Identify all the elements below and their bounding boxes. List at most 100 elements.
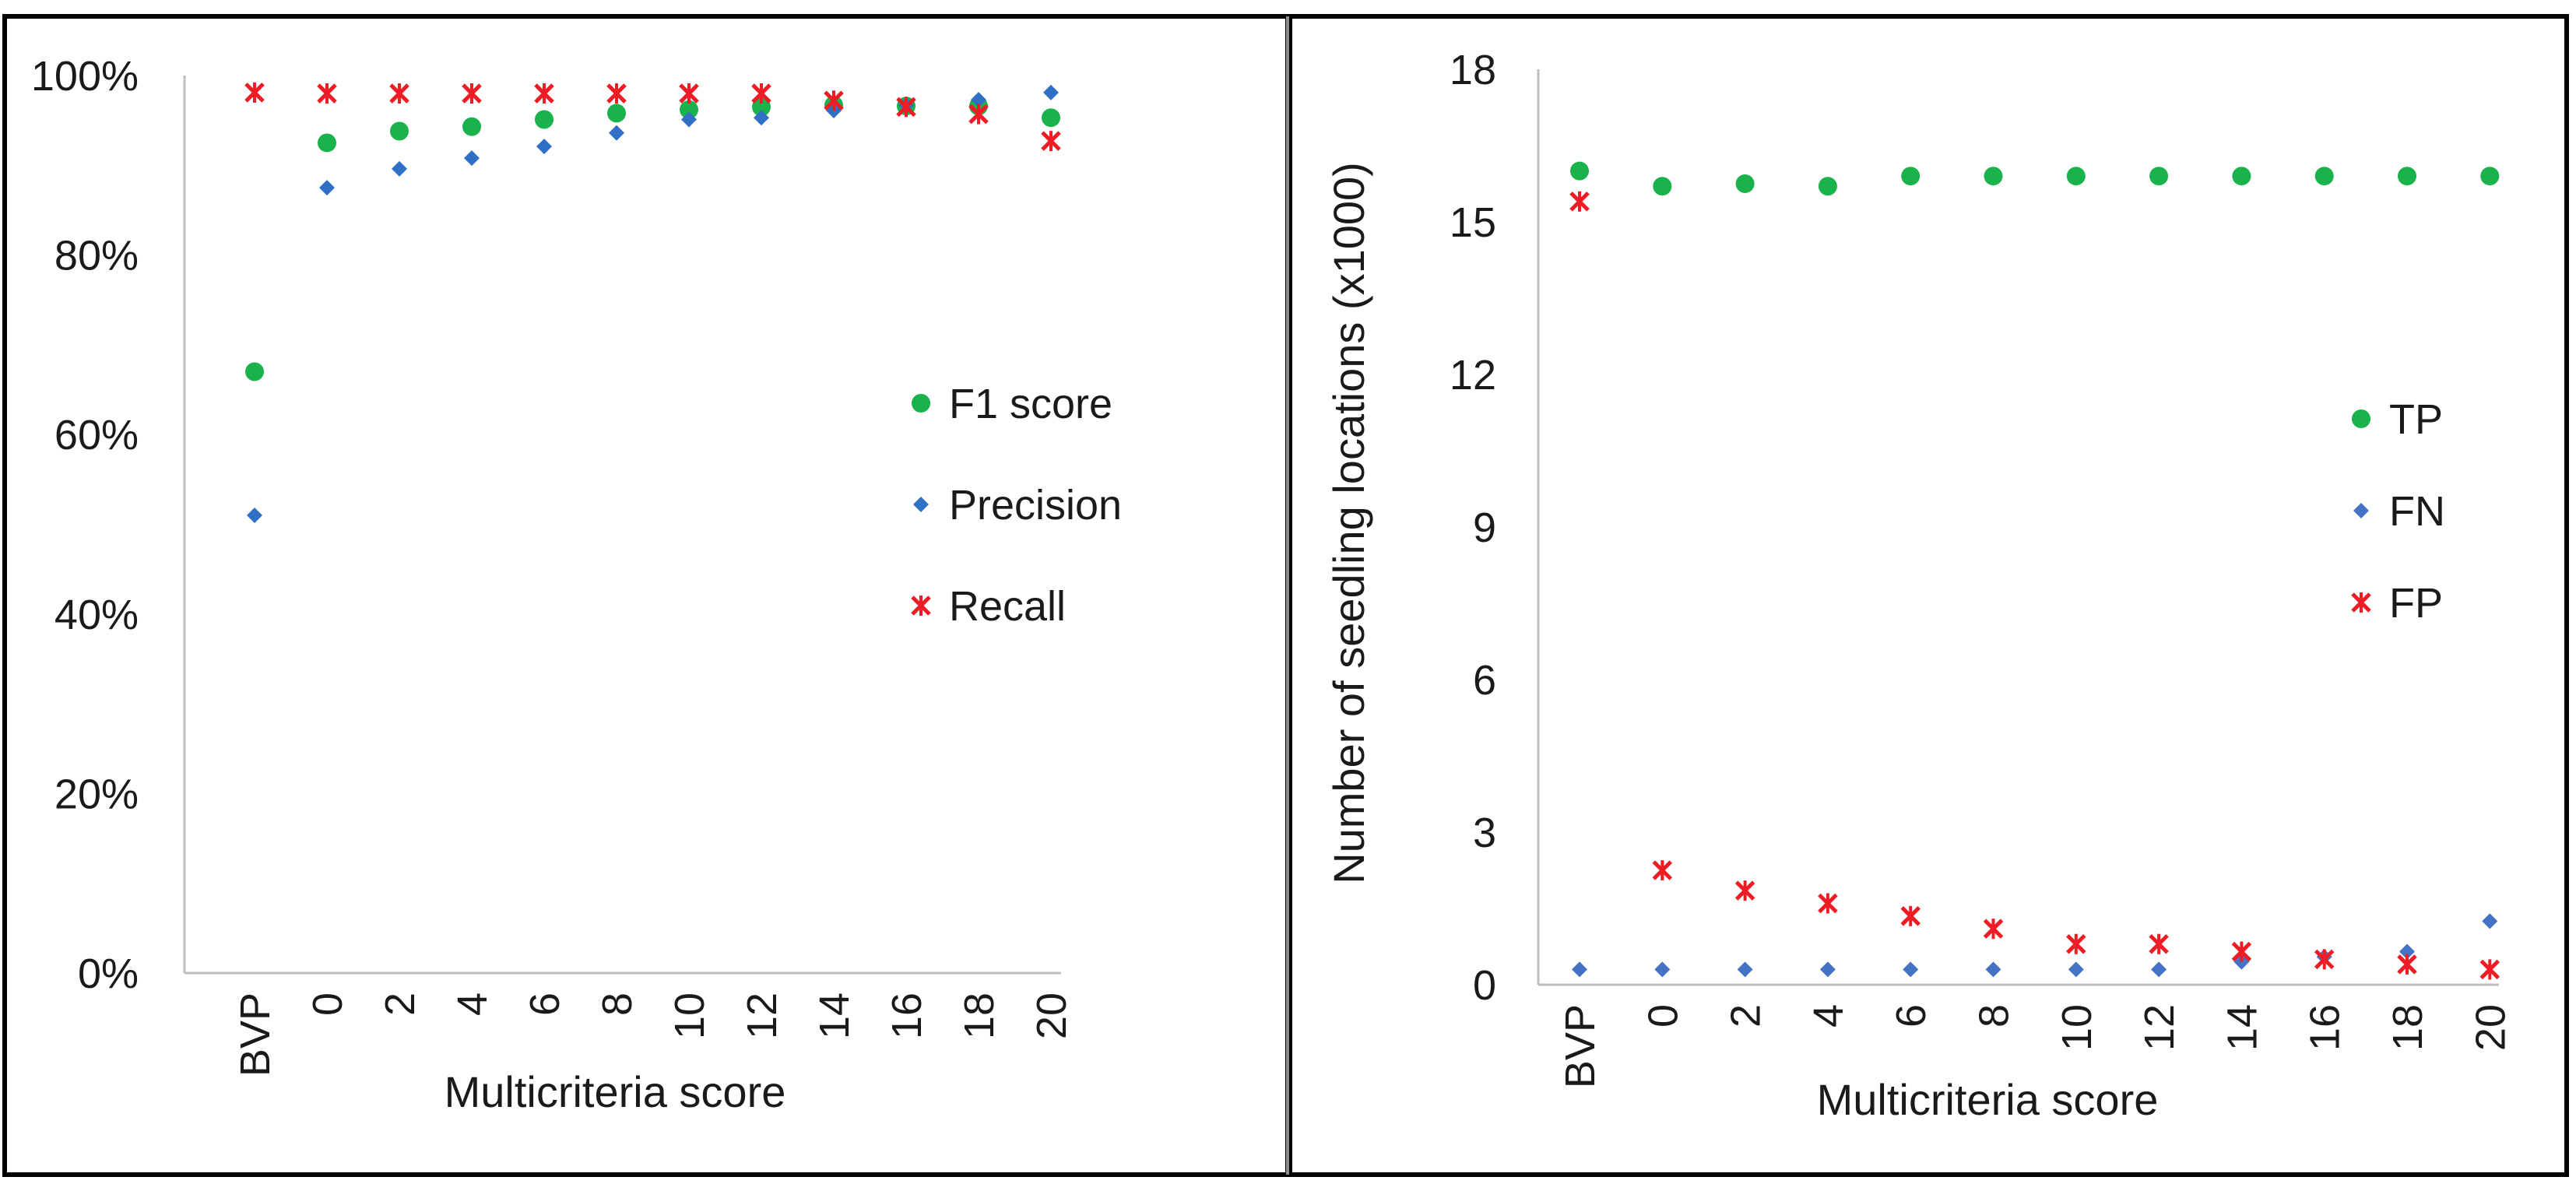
right-tp-point: [1984, 167, 2003, 186]
right-tp-point: [1570, 161, 1589, 181]
right-tp-point: [1653, 177, 1672, 196]
left-x-tick-label: 2: [377, 992, 423, 1016]
right-tp-point: [2398, 167, 2416, 186]
left-legend-recall-marker: [911, 596, 931, 616]
right-fp-point: [1818, 893, 1838, 914]
left-precision-point: [392, 160, 407, 177]
left-recall-point: [1041, 131, 1061, 152]
left-panel-frame: [2, 14, 1290, 1177]
right-legend-fn-marker: [2353, 503, 2369, 518]
right-y-tick-label: 9: [1473, 504, 1496, 551]
right-x-tick-label: 2: [1723, 1004, 1769, 1028]
right-fp-point: [2397, 954, 2417, 975]
left-x-tick-label: 12: [739, 992, 785, 1039]
right-fp-point: [1734, 880, 1755, 901]
right-chart: 0 3 6 9 12 15 18 BVP 0 2 4 6 8 10 12 14 16 18 20 Number o…: [1324, 47, 2514, 1124]
right-legend-fp-label: FP: [2389, 580, 2443, 627]
left-recall-point: [244, 82, 265, 103]
right-x-tick-label: 0: [1639, 1004, 1686, 1028]
right-y-axis-title: Number of seedling locations (x1000): [1324, 162, 1373, 884]
left-recall-point: [317, 83, 337, 104]
left-legend-precision-marker: [913, 497, 929, 512]
left-legend-f1-score-label: F1 score: [949, 381, 1112, 427]
right-fp-point: [1983, 919, 2004, 940]
right-tp-point: [2232, 167, 2251, 186]
right-legend-fn-label: FN: [2389, 488, 2445, 535]
right-fp-point: [1569, 191, 1590, 212]
right-series-fp: [1569, 191, 2500, 980]
right-fn-point: [2399, 943, 2415, 960]
left-f1-score-point: [607, 104, 626, 123]
left-precision-point: [754, 110, 769, 126]
right-x-tick-labels: BVP 0 2 4 6 8 10 12 14 16 18 20: [1557, 1004, 2514, 1088]
left-f1-score-point: [462, 117, 481, 136]
left-x-tick-labels: BVP 0 2 4 6 8 10 12 14 16 18 20: [232, 992, 1075, 1077]
right-tp-point: [1901, 167, 1921, 186]
left-f1-score-point: [752, 97, 771, 117]
left-f1-score-point: [318, 133, 336, 153]
left-y-tick-label: 60%: [54, 412, 139, 458]
left-precision-point: [319, 180, 335, 196]
right-fp-point: [1900, 905, 1921, 926]
right-tp-point: [1818, 177, 1837, 196]
left-f1-score-point: [390, 121, 409, 141]
left-legend-f1-score-marker: [912, 394, 930, 413]
right-y-tick-label: 6: [1473, 657, 1496, 704]
left-f1-score-point: [245, 362, 264, 381]
left-y-tick-label: 0%: [78, 950, 139, 997]
right-x-tick-label: 12: [2136, 1004, 2183, 1051]
right-legend-tp-label: TP: [2389, 396, 2443, 443]
left-precision-point: [681, 111, 697, 128]
right-x-tick-label: 18: [2384, 1004, 2431, 1051]
right-x-tick-label: 4: [1805, 1004, 1852, 1028]
left-y-tick-label: 40%: [54, 592, 139, 638]
left-recall-point: [968, 104, 989, 125]
right-tp-point: [2480, 167, 2500, 186]
right-fn-point: [1572, 961, 1587, 978]
left-y-tick-label: 100%: [31, 53, 139, 100]
right-fp-point: [2314, 949, 2335, 970]
right-x-tick-label: 6: [1888, 1004, 1935, 1028]
right-fn-point: [1903, 961, 1919, 978]
left-x-tick-label: 0: [304, 992, 351, 1016]
right-tp-point: [1735, 174, 1755, 193]
right-tp-point: [2314, 167, 2334, 186]
right-x-axis-title: Multicriteria score: [1817, 1075, 2159, 1124]
right-x-tick-label: 8: [1971, 1004, 2018, 1028]
left-legend-precision-label: Precision: [949, 482, 1122, 529]
left-recall-point: [896, 97, 916, 118]
left-series-recall: [244, 82, 1061, 152]
left-x-tick-label: 18: [956, 992, 1003, 1039]
left-chart: 0%20%40%60%80%100% BVP 0 2 4 6 8 10 12 14 16 18 20 …: [31, 53, 1122, 1116]
left-x-tick-label: 14: [811, 992, 858, 1039]
right-fn-point: [2482, 913, 2498, 929]
left-recall-point: [462, 83, 482, 104]
right-fn-point: [2151, 961, 2167, 978]
left-recall-point: [679, 83, 699, 104]
left-legend: F1 score Precision Recall: [911, 381, 1122, 630]
left-recall-point: [389, 83, 409, 104]
right-data-marks: [1569, 161, 2500, 980]
left-x-tick-label: 6: [522, 992, 568, 1016]
left-recall-point: [606, 83, 627, 104]
left-precision-point: [536, 139, 552, 155]
right-tp-point: [2066, 167, 2086, 186]
left-y-tick-label: 80%: [54, 233, 139, 279]
right-y-tick-label: 0: [1473, 962, 1496, 1009]
left-recall-point: [824, 90, 844, 111]
left-legend-recall-label: Recall: [949, 583, 1066, 630]
left-x-tick-label: BVP: [232, 992, 279, 1077]
left-precision-point: [247, 507, 262, 523]
left-y-tick-labels: 0% 20% 40% 60% 80% 100%: [31, 53, 139, 997]
left-series-f1-score: [245, 96, 1060, 381]
right-fn-point: [1985, 961, 2001, 978]
right-fn-point: [2068, 961, 2084, 978]
left-recall-point: [534, 83, 554, 104]
left-precision-point: [1043, 84, 1059, 100]
right-y-tick-labels: 0 3 6 9 12 15 18: [1450, 47, 1496, 1009]
left-x-tick-label: 16: [884, 992, 930, 1039]
right-legend-fp-marker: [2351, 592, 2371, 613]
left-data-marks: [244, 82, 1061, 523]
right-y-tick-label: 15: [1450, 199, 1496, 246]
